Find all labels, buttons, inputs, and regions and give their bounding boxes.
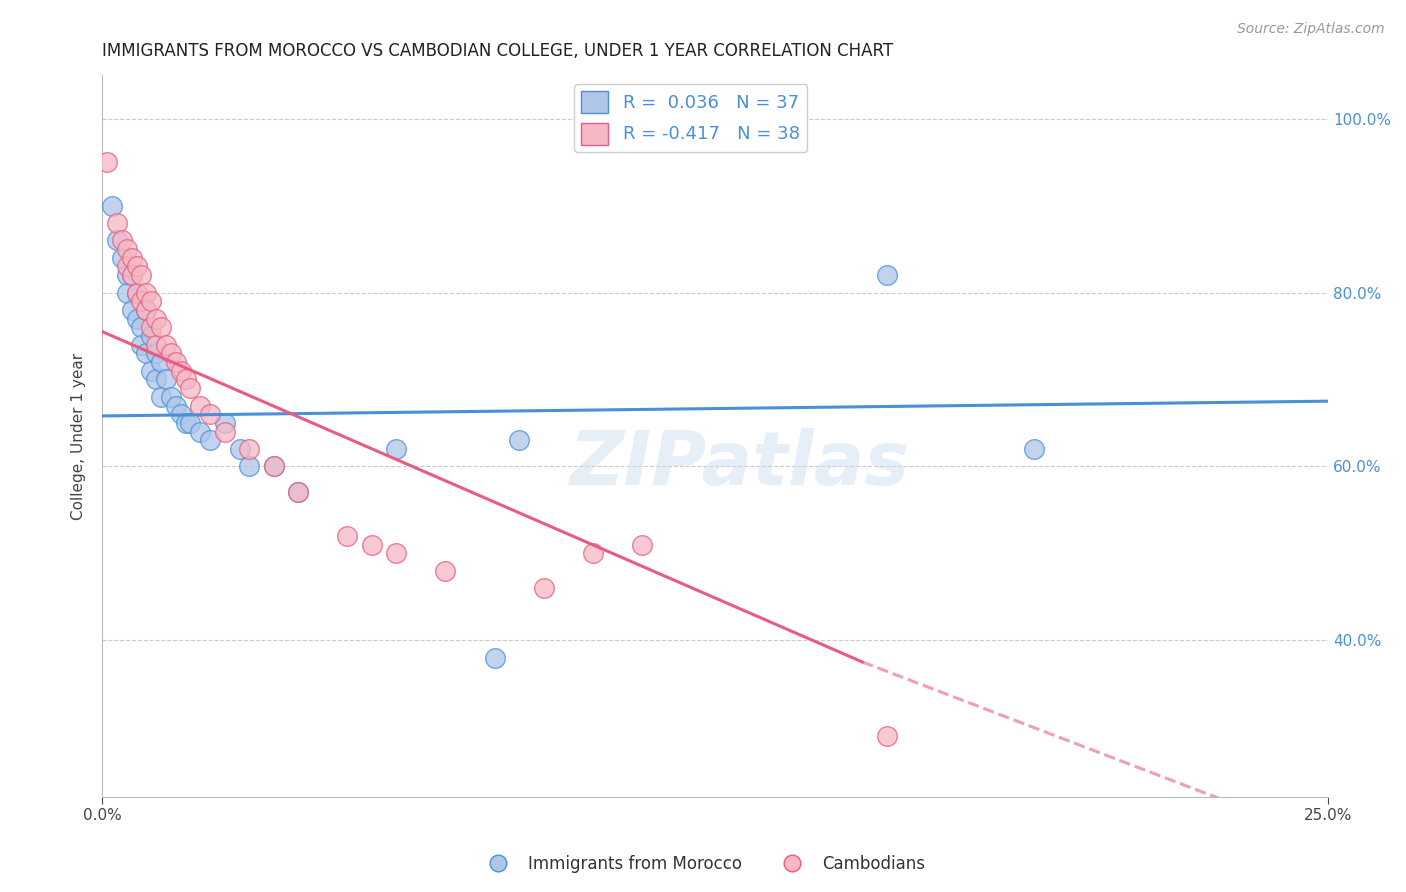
Point bbox=[263, 459, 285, 474]
Point bbox=[198, 434, 221, 448]
Point bbox=[111, 233, 134, 247]
Point bbox=[630, 538, 652, 552]
Point bbox=[131, 268, 153, 282]
Point bbox=[533, 581, 555, 595]
Point bbox=[876, 268, 898, 282]
Point bbox=[150, 355, 173, 369]
Point bbox=[170, 407, 193, 421]
Point bbox=[121, 302, 143, 317]
Point bbox=[165, 399, 187, 413]
Point bbox=[125, 311, 148, 326]
Point bbox=[115, 268, 138, 282]
Point bbox=[141, 364, 163, 378]
Point bbox=[115, 260, 138, 274]
Point bbox=[141, 329, 163, 343]
Point bbox=[581, 546, 603, 560]
Point bbox=[160, 346, 183, 360]
Text: Source: ZipAtlas.com: Source: ZipAtlas.com bbox=[1237, 22, 1385, 37]
Point bbox=[160, 390, 183, 404]
Point bbox=[145, 337, 167, 351]
Y-axis label: College, Under 1 year: College, Under 1 year bbox=[72, 352, 86, 519]
Point bbox=[385, 546, 408, 560]
Point bbox=[105, 233, 128, 247]
Point bbox=[131, 320, 153, 334]
Point bbox=[214, 425, 236, 439]
Point bbox=[131, 337, 153, 351]
Point bbox=[484, 650, 506, 665]
Point bbox=[155, 337, 177, 351]
Text: IMMIGRANTS FROM MOROCCO VS CAMBODIAN COLLEGE, UNDER 1 YEAR CORRELATION CHART: IMMIGRANTS FROM MOROCCO VS CAMBODIAN COL… bbox=[103, 42, 893, 60]
Point bbox=[125, 285, 148, 300]
Point bbox=[131, 294, 153, 309]
Point bbox=[115, 285, 138, 300]
Point bbox=[115, 242, 138, 256]
Point bbox=[214, 416, 236, 430]
Point bbox=[238, 442, 260, 456]
Point bbox=[145, 311, 167, 326]
Point bbox=[135, 302, 157, 317]
Point bbox=[1022, 442, 1045, 456]
Point bbox=[385, 442, 408, 456]
Point bbox=[228, 442, 250, 456]
Point bbox=[125, 260, 148, 274]
Point bbox=[111, 251, 134, 265]
Point bbox=[101, 198, 124, 212]
Point bbox=[141, 294, 163, 309]
Point bbox=[135, 285, 157, 300]
Point bbox=[188, 425, 211, 439]
Point bbox=[105, 216, 128, 230]
Point bbox=[121, 268, 143, 282]
Point bbox=[170, 364, 193, 378]
Point bbox=[238, 459, 260, 474]
Point bbox=[174, 416, 197, 430]
Point bbox=[179, 416, 201, 430]
Point bbox=[508, 434, 530, 448]
Point bbox=[150, 390, 173, 404]
Point bbox=[188, 399, 211, 413]
Point bbox=[179, 381, 201, 395]
Point bbox=[121, 268, 143, 282]
Point bbox=[287, 485, 309, 500]
Point bbox=[361, 538, 384, 552]
Point bbox=[141, 320, 163, 334]
Point bbox=[145, 372, 167, 386]
Point bbox=[96, 155, 118, 169]
Point bbox=[198, 407, 221, 421]
Point bbox=[150, 320, 173, 334]
Point bbox=[135, 346, 157, 360]
Text: ZIPatlas: ZIPatlas bbox=[569, 428, 910, 501]
Point bbox=[287, 485, 309, 500]
Point bbox=[135, 302, 157, 317]
Point bbox=[263, 459, 285, 474]
Legend: Immigrants from Morocco, Cambodians: Immigrants from Morocco, Cambodians bbox=[474, 848, 932, 880]
Point bbox=[336, 529, 359, 543]
Point bbox=[165, 355, 187, 369]
Point bbox=[876, 729, 898, 743]
Point bbox=[125, 285, 148, 300]
Point bbox=[174, 372, 197, 386]
Point bbox=[121, 251, 143, 265]
Point bbox=[145, 346, 167, 360]
Point bbox=[155, 372, 177, 386]
Point bbox=[434, 564, 457, 578]
Legend: R =  0.036   N = 37, R = -0.417   N = 38: R = 0.036 N = 37, R = -0.417 N = 38 bbox=[574, 84, 807, 152]
